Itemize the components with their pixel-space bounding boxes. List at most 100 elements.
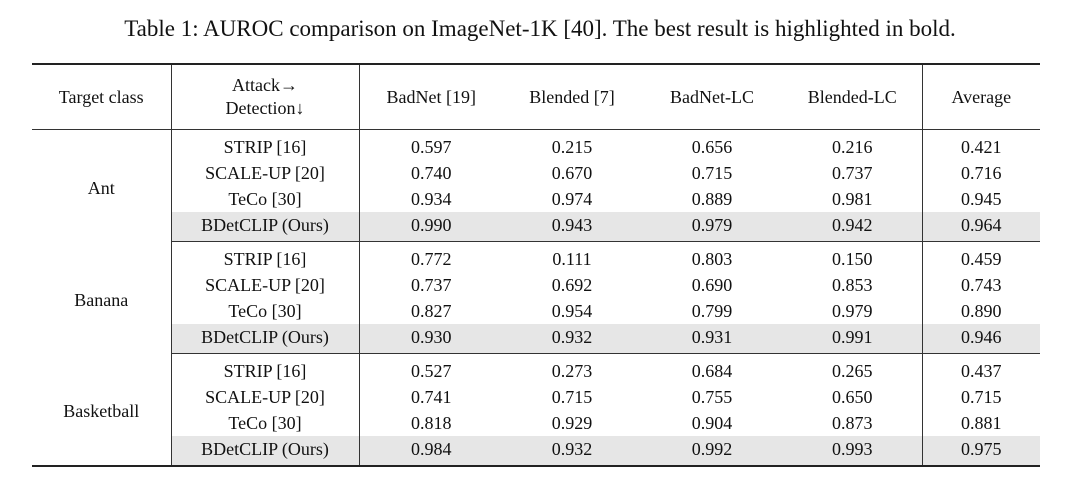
method-cell: TeCo [30] (171, 186, 360, 212)
table-row: Banana STRIP [16] 0.772 0.111 0.803 0.150 0.45… (32, 241, 1040, 354)
value-cell: 0.715 (691, 163, 733, 183)
value-cell: 0.979 (832, 301, 873, 321)
value-cell: 0.670 (551, 163, 593, 183)
value-cell: 0.265 (832, 361, 873, 381)
value-cell: 0.527 (411, 361, 452, 381)
header-attack-detection: Attack→ Detection↓ (171, 64, 360, 130)
value-cell: 0.737 (832, 163, 873, 183)
table-body: Ant STRIP [16] 0.597 0.215 0.656 0.216 0.421 SC… (32, 129, 1040, 467)
value-cell: 0.737 (411, 275, 452, 295)
method-cell: BDetCLIP (Ours) (171, 436, 360, 467)
method-cell: SCALE-UP [20] (171, 160, 360, 186)
value-cell: 0.881 (921, 410, 1040, 436)
value-cell: 0.215 (551, 137, 593, 157)
value-cell: 0.954 (551, 301, 593, 321)
value-cell: 0.943 (503, 212, 641, 242)
value-cell: 0.803 (691, 249, 733, 269)
value-cell: 0.934 (411, 189, 452, 209)
value-cell: 0.993 (783, 436, 922, 467)
value-cell: 0.984 (359, 436, 503, 467)
method-cell: STRIP [16] (171, 353, 360, 384)
table-row: BDetCLIP (Ours) 0.990 0.943 0.979 0.942 0.964 (32, 212, 1040, 242)
table-row: TeCo [30] 0.827 0.954 0.799 0.979 0.890 (32, 298, 1040, 324)
results-table: Target class Attack→ Detection↓ BadNet [… (32, 63, 1040, 467)
header-col-blended-lc: Blended-LC (783, 64, 922, 130)
value-cell: 0.890 (921, 298, 1040, 324)
value-cell: 0.597 (411, 137, 452, 157)
value-cell: 0.273 (551, 361, 593, 381)
header-target-class: Target class (32, 64, 172, 130)
method-cell: SCALE-UP [20] (171, 384, 360, 410)
method-cell: BDetCLIP (Ours) (171, 324, 360, 354)
value-cell: 0.150 (832, 249, 873, 269)
value-cell: 0.740 (411, 163, 452, 183)
value-cell: 0.421 (921, 129, 1040, 160)
value-cell: 0.818 (411, 413, 452, 433)
target-class-cell: Banana (32, 241, 172, 354)
table-row: TeCo [30] 0.818 0.929 0.904 0.873 0.881 (32, 410, 1040, 436)
header-col-blended: Blended [7] (503, 64, 641, 130)
value-cell: 0.981 (832, 189, 873, 209)
table-row: BDetCLIP (Ours) 0.984 0.932 0.992 0.993 0.975 (32, 436, 1040, 467)
value-cell: 0.964 (921, 212, 1040, 242)
value-cell: 0.755 (691, 387, 733, 407)
value-cell: 0.692 (551, 275, 593, 295)
target-class-cell: Ant (32, 129, 172, 242)
value-cell: 0.889 (691, 189, 733, 209)
value-cell: 0.873 (832, 413, 873, 433)
header-col-badnet-lc: BadNet-LC (641, 64, 783, 130)
table-row: SCALE-UP [20] 0.737 0.692 0.690 0.853 0.743 (32, 272, 1040, 298)
table-row: BDetCLIP (Ours) 0.930 0.932 0.931 0.991 0.946 (32, 324, 1040, 354)
target-class-cell: Basketball (32, 353, 172, 466)
header-row: Target class Attack→ Detection↓ BadNet [… (32, 64, 1040, 130)
value-cell: 0.991 (783, 324, 922, 354)
method-cell: SCALE-UP [20] (171, 272, 360, 298)
value-cell: 0.942 (783, 212, 922, 242)
value-cell: 0.946 (921, 324, 1040, 354)
value-cell: 0.716 (921, 160, 1040, 186)
value-cell: 0.650 (832, 387, 873, 407)
value-cell: 0.715 (551, 387, 593, 407)
header-attack-label: Attack→ (232, 75, 298, 95)
value-cell: 0.992 (641, 436, 783, 467)
value-cell: 0.945 (921, 186, 1040, 212)
header-col-badnet: BadNet [19] (359, 64, 503, 130)
value-cell: 0.772 (411, 249, 452, 269)
value-cell: 0.930 (359, 324, 503, 354)
value-cell: 0.975 (921, 436, 1040, 467)
table-row: Basketball STRIP [16] 0.527 0.273 0.684 0.265… (32, 353, 1040, 466)
method-cell: TeCo [30] (171, 298, 360, 324)
value-cell: 0.656 (691, 137, 733, 157)
table-row: Ant STRIP [16] 0.597 0.215 0.656 0.216 0.421 (32, 129, 1040, 242)
value-cell: 0.979 (641, 212, 783, 242)
value-cell: 0.929 (551, 413, 593, 433)
method-cell: STRIP [16] (171, 241, 360, 272)
value-cell: 0.216 (832, 137, 873, 157)
value-cell: 0.827 (411, 301, 452, 321)
value-cell: 0.690 (691, 275, 733, 295)
value-cell: 0.459 (921, 241, 1040, 272)
table-caption: Table 1: AUROC comparison on ImageNet-1K… (124, 16, 956, 41)
value-cell: 0.932 (503, 324, 641, 354)
value-cell: 0.990 (359, 212, 503, 242)
table-row: SCALE-UP [20] 0.740 0.670 0.715 0.737 0.716 (32, 160, 1040, 186)
method-cell: BDetCLIP (Ours) (171, 212, 360, 242)
table-row: TeCo [30] 0.934 0.974 0.889 0.981 0.945 (32, 186, 1040, 212)
method-cell: TeCo [30] (171, 410, 360, 436)
value-cell: 0.932 (503, 436, 641, 467)
table-row: SCALE-UP [20] 0.741 0.715 0.755 0.650 0.715 (32, 384, 1040, 410)
value-cell: 0.931 (641, 324, 783, 354)
value-cell: 0.904 (691, 413, 733, 433)
value-cell: 0.741 (411, 387, 452, 407)
value-cell: 0.743 (921, 272, 1040, 298)
value-cell: 0.974 (551, 189, 593, 209)
value-cell: 0.684 (691, 361, 733, 381)
value-cell: 0.111 (552, 249, 592, 269)
value-cell: 0.853 (832, 275, 873, 295)
header-col-average: Average (921, 64, 1040, 130)
value-cell: 0.437 (921, 353, 1040, 384)
method-cell: STRIP [16] (171, 129, 360, 160)
value-cell: 0.799 (691, 301, 733, 321)
value-cell: 0.715 (921, 384, 1040, 410)
header-detection-label: Detection↓ (225, 98, 305, 118)
